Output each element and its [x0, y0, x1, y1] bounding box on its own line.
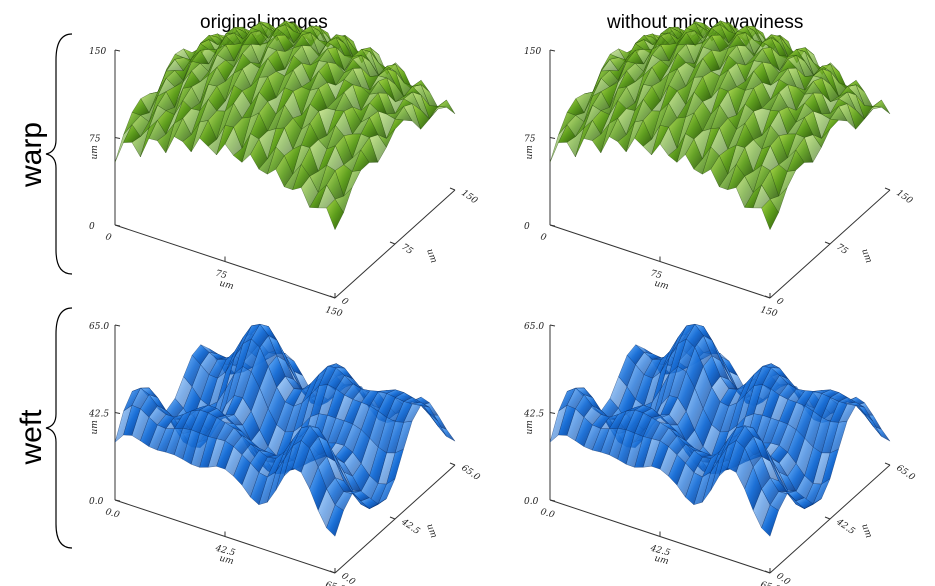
z-tick-label: 150 [89, 47, 106, 57]
y-tick-mark [824, 516, 831, 520]
x-tick-label: 0 [104, 232, 112, 243]
z-tick-mark [549, 49, 556, 52]
z-tick-mark [114, 137, 121, 139]
y-tick-label: 75 [399, 242, 414, 257]
x-axis-unit: um [653, 279, 669, 292]
z-tick-label: 0 [89, 222, 95, 232]
x-axis-unit: um [218, 554, 234, 567]
z-axis-unit: um [90, 145, 100, 159]
y-tick-label: 65.0 [459, 463, 481, 483]
y-tick-label: 0 [339, 296, 350, 308]
y-tick-mark [764, 295, 771, 299]
y-tick-mark [824, 241, 831, 245]
z-tick-mark [114, 499, 121, 502]
z-tick-label: 0.0 [89, 497, 104, 507]
z-tick-label: 42.5 [523, 410, 544, 420]
y-tick-mark [389, 516, 396, 520]
x-axis-unit: um [218, 279, 234, 292]
z-tick-label: 75 [524, 135, 536, 145]
z-tick-mark [114, 412, 121, 414]
surface-facet [326, 504, 344, 537]
y-tick-label: 150 [894, 188, 914, 206]
x-tick-label: 0.0 [539, 507, 556, 520]
z-tick-mark [114, 224, 121, 227]
surface-facet [326, 198, 344, 231]
z-axis-unit: um [525, 420, 535, 434]
z-tick-mark [549, 137, 556, 139]
z-tick-mark [549, 224, 556, 227]
x-tick-label: 75 [214, 269, 228, 282]
y-tick-label: 65.0 [894, 463, 916, 483]
y-tick-mark [884, 187, 891, 191]
y-tick-label: 42.5 [398, 517, 421, 537]
x-tick-label: 0.0 [104, 507, 121, 520]
warp-original-surface-plot: 0 75 150 um 0 75 150 um 0 75 150 um [89, 20, 479, 319]
z-tick-label: 65.0 [89, 322, 109, 332]
y-tick-label: 75 [834, 242, 849, 257]
y-tick-mark [449, 462, 456, 466]
y-axis-unit: um [424, 248, 438, 265]
warp-without-micro-waviness-surface-plot: 0 75 150 um 0 75 150 um 0 75 150 um [524, 20, 914, 319]
z-tick-mark [549, 412, 556, 414]
y-tick-mark [449, 187, 456, 191]
surface-facet [761, 504, 779, 537]
z-tick-mark [114, 49, 121, 52]
z-tick-label: 150 [524, 47, 541, 57]
y-tick-label: 42.5 [833, 517, 856, 537]
y-axis-unit: um [859, 248, 873, 265]
z-tick-mark [549, 324, 556, 327]
y-tick-mark [884, 462, 891, 466]
z-tick-label: 0 [524, 222, 530, 232]
z-axis-unit: um [90, 420, 100, 434]
warp-brace [45, 33, 73, 275]
y-axis-unit: um [424, 523, 438, 540]
y-tick-mark [329, 570, 336, 574]
x-tick-label: 65.0 [324, 580, 346, 586]
x-tick-label: 150 [324, 305, 343, 319]
y-tick-mark [389, 241, 396, 245]
z-tick-mark [549, 499, 556, 502]
z-tick-label: 0.0 [524, 497, 539, 507]
z-tick-mark [114, 324, 121, 327]
y-tick-mark [764, 570, 771, 574]
y-tick-mark [329, 295, 336, 299]
z-tick-label: 65.0 [524, 322, 544, 332]
x-tick-label: 75 [649, 269, 663, 282]
y-axis-unit: um [859, 523, 873, 540]
x-tick-label: 65.0 [759, 580, 781, 586]
x-tick-label: 0 [539, 232, 547, 243]
z-tick-label: 75 [89, 135, 101, 145]
y-tick-label: 0 [774, 296, 785, 308]
x-axis-unit: um [653, 554, 669, 567]
z-axis-unit: um [525, 145, 535, 159]
surface-facet [761, 198, 779, 231]
weft-brace [45, 307, 73, 549]
x-tick-label: 150 [759, 305, 778, 319]
z-tick-label: 42.5 [88, 410, 109, 420]
y-tick-label: 150 [459, 188, 479, 206]
